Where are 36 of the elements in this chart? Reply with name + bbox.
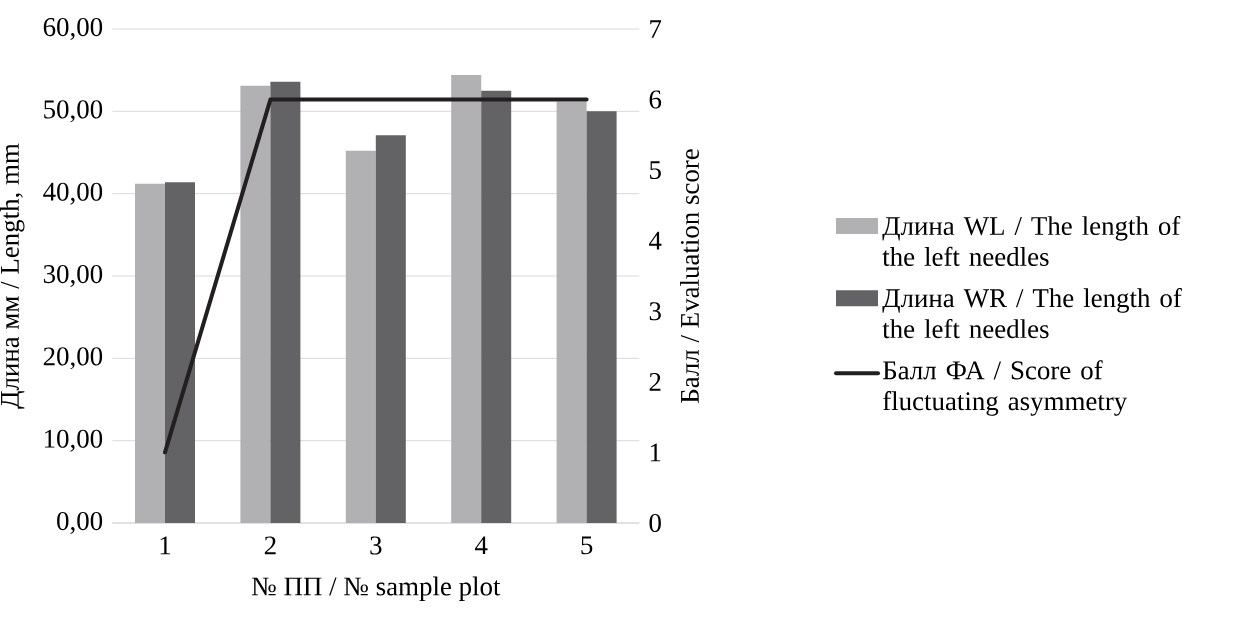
y-tick-label: 10,00 [44,429,103,452]
bar [586,111,617,523]
bar [165,182,195,523]
y2-tick-label: 5 [650,161,661,180]
x-tick-label: 4 [475,536,488,555]
y-tick-label: 40,00 [43,182,103,205]
bar [556,101,587,523]
bar [345,150,376,523]
y2-axis-title: Балл / Evaluation score [680,149,699,403]
y2-tick-label: 1 [650,443,661,462]
y2-tick-label: 0 [649,513,661,533]
bar [240,85,271,523]
y-tick-label: 30,00 [43,264,103,288]
y-tick-label: 50,00 [44,100,103,123]
bar [375,135,406,523]
bar [135,183,165,523]
y-tick-label: 20,00 [43,347,103,370]
y2-tick-label: 6 [649,90,662,109]
x-tick-label: 3 [370,536,382,555]
y2-tick-label: 4 [649,231,662,250]
bar [451,75,482,523]
bar [270,81,301,523]
y-tick-label: 60,00 [43,17,103,41]
x-tick-label: 1 [160,536,171,555]
y2-tick-label: 3 [649,302,661,321]
y2-tick-label: 2 [649,372,661,391]
legend-label: Балл ФА / Score of fluctuating asymmetry [882,360,1128,416]
y2-tick-label: 7 [650,20,662,38]
x-axis-title: № ПП / № sample plot [251,576,501,602]
y-tick-label: 0,00 [57,511,103,535]
y-axis-title: Длина мм / Length, mm [0,143,25,409]
x-tick-label: 2 [264,536,276,555]
legend-label: Длина WL / The length of the left needles [882,215,1181,266]
legend-label: Длина WR / The length of the left needles [882,288,1182,339]
bar [481,90,512,523]
x-tick-label: 5 [581,536,593,555]
